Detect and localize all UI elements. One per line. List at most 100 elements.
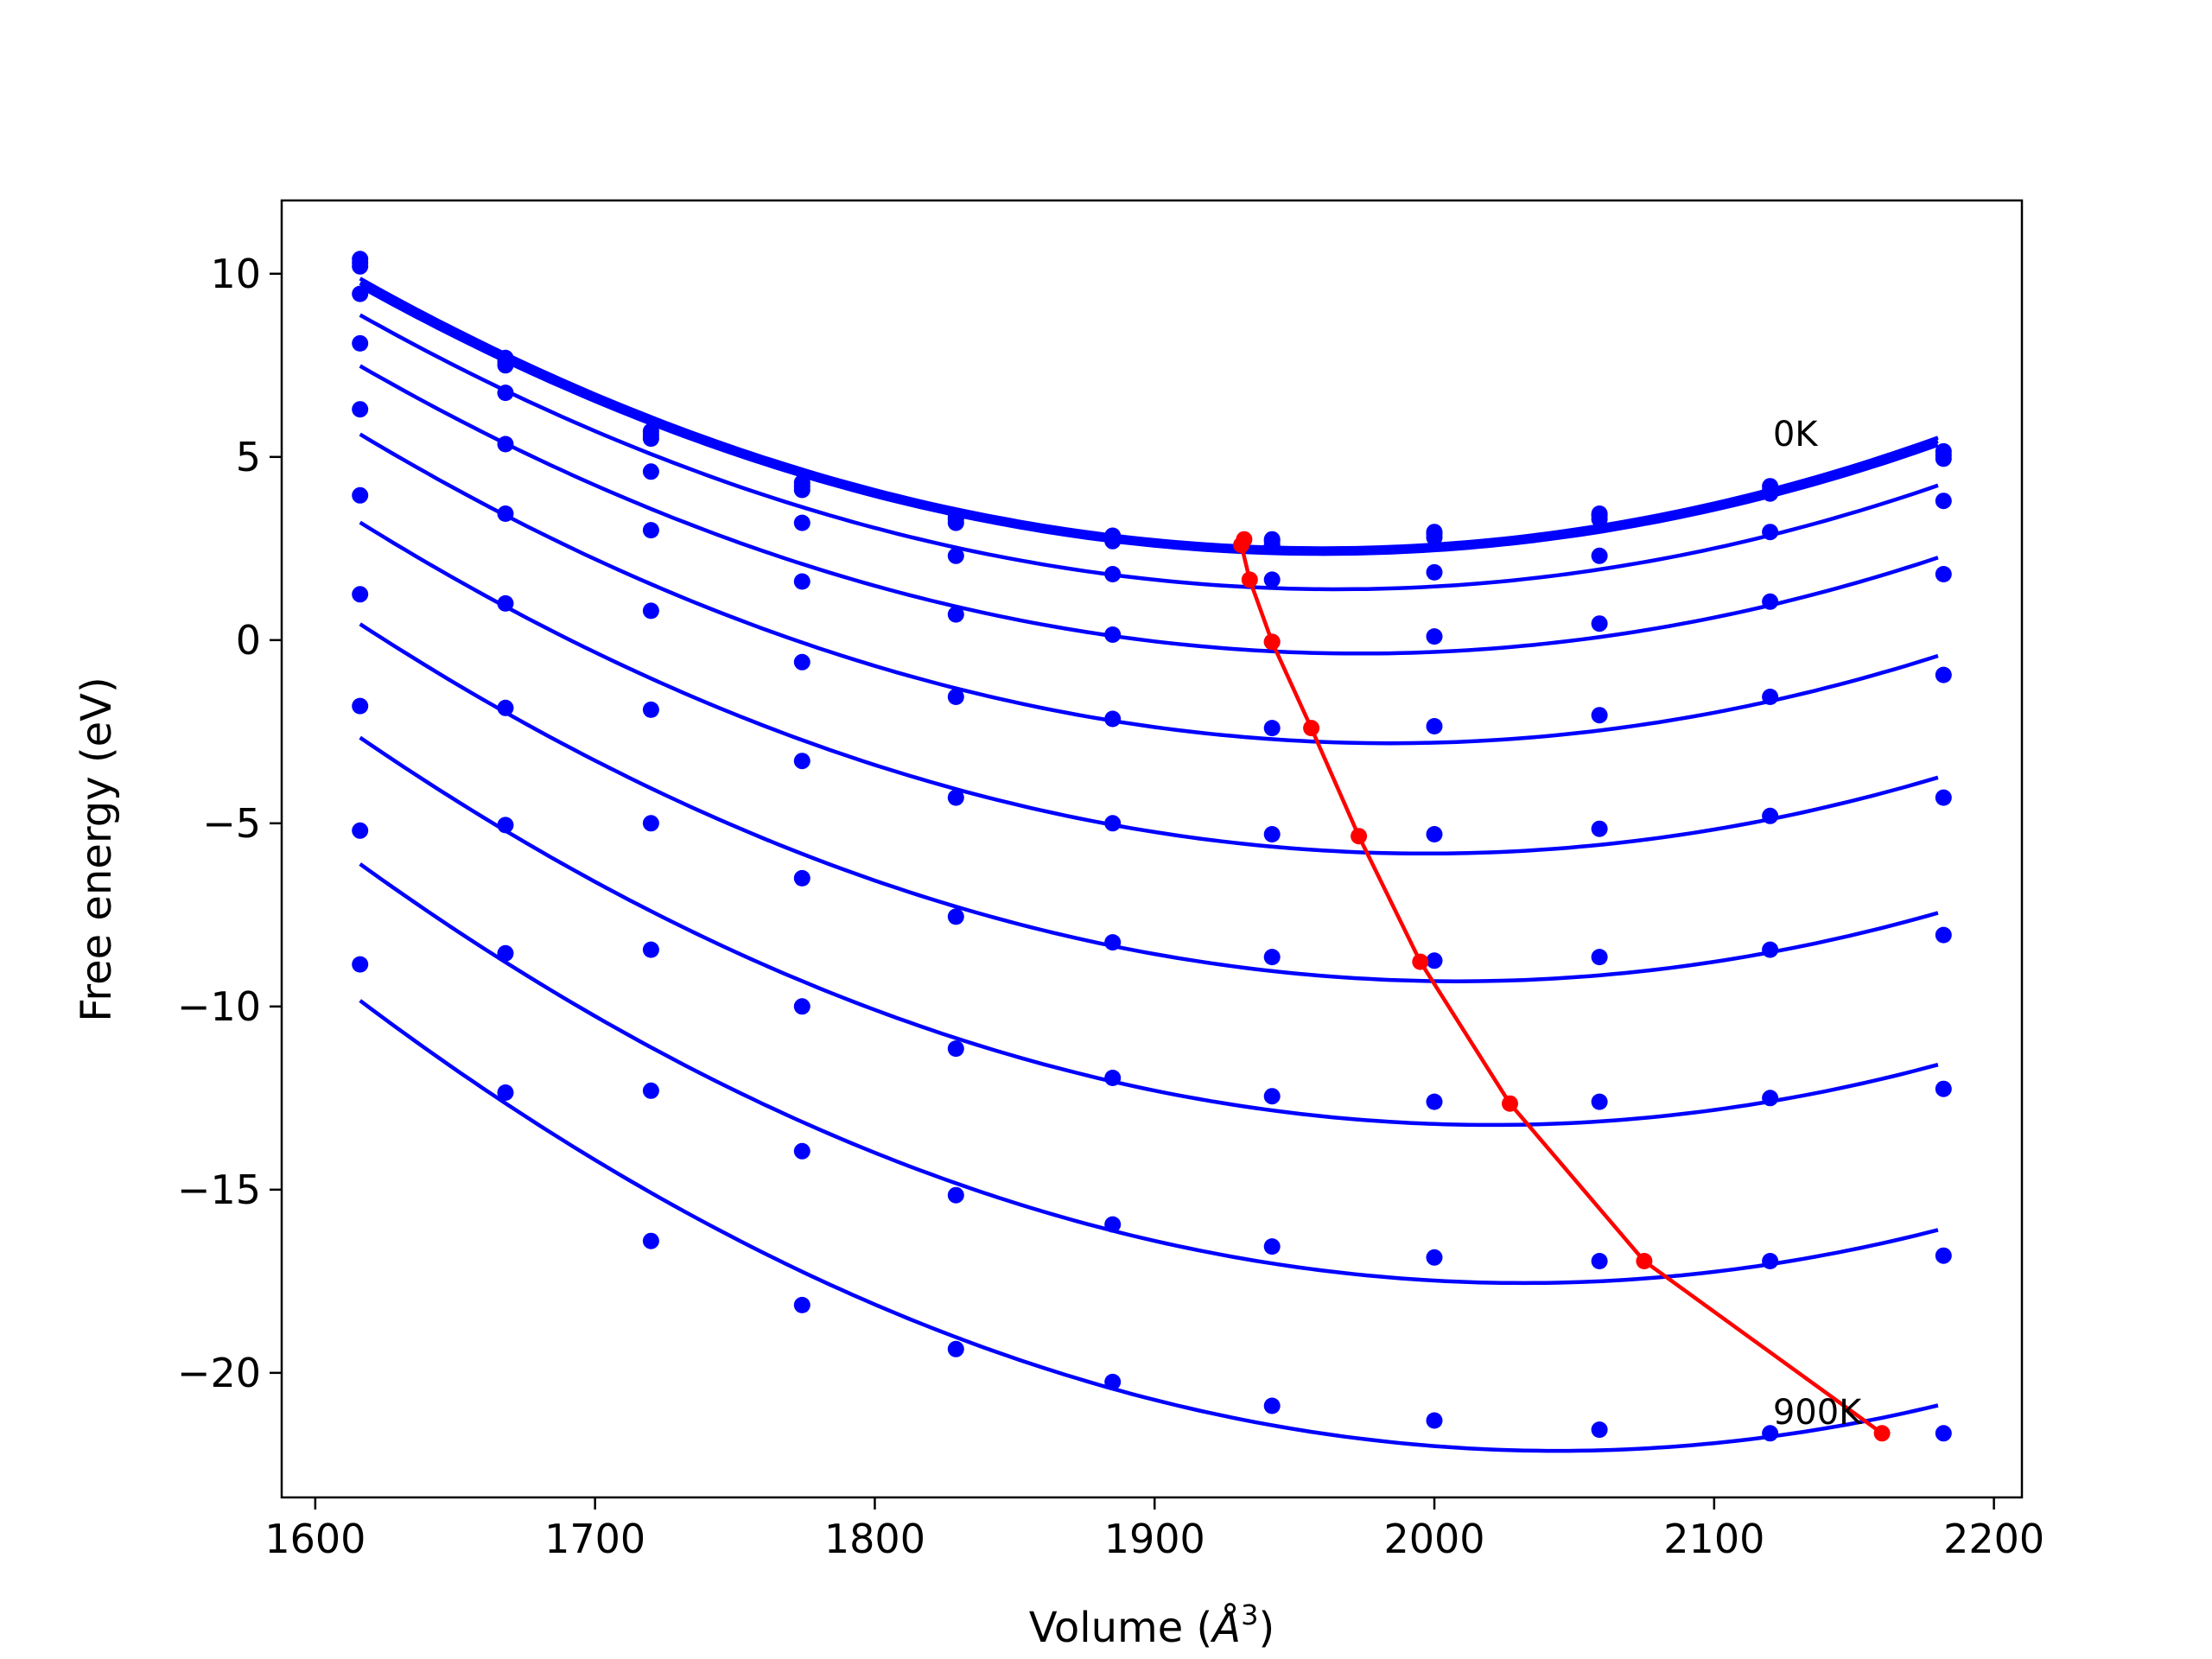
x-axis-label: Volume (Å3) — [1029, 1599, 1274, 1652]
data-point — [1263, 720, 1281, 737]
data-point — [1762, 807, 1779, 824]
data-point — [1104, 815, 1122, 832]
minimum-point — [1303, 720, 1320, 737]
data-point — [1935, 1247, 1952, 1264]
y-axis-label: Free energy (eV) — [73, 677, 121, 1021]
x-axis-label-text: Volume ( — [1029, 1604, 1213, 1652]
plot-frame — [280, 199, 2024, 1499]
data-point — [1762, 1253, 1779, 1269]
fit-curve-11 — [359, 999, 1939, 1453]
data-point — [793, 481, 810, 499]
data-point — [1426, 1093, 1443, 1110]
data-point — [1104, 1373, 1122, 1390]
data-point — [1426, 1412, 1443, 1429]
fit-curve-1 — [359, 276, 1939, 550]
y-axis-ticks: 10 5 0 −5 −10 −15 −20 — [177, 251, 282, 1396]
data-point — [1104, 626, 1122, 643]
data-point — [1263, 1397, 1281, 1414]
data-point — [352, 334, 369, 352]
minimum-point — [1351, 828, 1368, 845]
x-tick-label: 2000 — [1383, 1516, 1484, 1562]
data-point — [642, 1232, 659, 1249]
y-tick-label: 0 — [236, 617, 261, 664]
data-point — [352, 285, 369, 302]
data-point — [1104, 532, 1122, 550]
minimum-point — [1502, 1095, 1518, 1112]
x-axis-label-exponent: 3 — [1241, 1599, 1258, 1631]
data-point — [1762, 485, 1779, 502]
plot-area — [352, 251, 1952, 1453]
data-point — [793, 998, 810, 1015]
minimum-point — [1241, 571, 1258, 588]
data-point — [1762, 941, 1779, 958]
data-point — [1104, 1216, 1122, 1233]
fit-curve-7 — [359, 520, 1939, 856]
data-point — [1762, 524, 1779, 541]
data-point — [1263, 826, 1281, 842]
data-point — [352, 822, 369, 839]
data-point — [1935, 926, 1952, 944]
annotations: 0K 900K — [1773, 415, 1863, 1433]
data-point — [497, 385, 514, 402]
data-point — [1762, 593, 1779, 610]
data-point — [352, 257, 369, 275]
data-point — [642, 1082, 659, 1099]
data-point — [947, 689, 964, 705]
fit-curve-8 — [359, 622, 1939, 983]
data-point — [947, 908, 964, 925]
fit-curve-9 — [359, 735, 1939, 1128]
data-point — [1263, 1088, 1281, 1105]
data-point — [947, 606, 964, 623]
x-axis-label-symbol: Å — [1210, 1603, 1241, 1652]
temperature-annotation: 900K — [1773, 1393, 1863, 1433]
data-point — [1591, 547, 1608, 564]
x-axis-label-close: ) — [1258, 1604, 1274, 1652]
data-point — [642, 701, 659, 718]
data-point — [497, 699, 514, 716]
data-point — [1426, 529, 1443, 546]
data-point — [947, 514, 964, 531]
data-point — [1426, 563, 1443, 581]
fit-curve-2 — [359, 281, 1939, 553]
minimum-point — [1233, 537, 1250, 554]
data-point — [1935, 450, 1952, 467]
data-point — [497, 357, 514, 374]
minimum-point — [1636, 1253, 1653, 1269]
fit-curve-5 — [359, 364, 1939, 656]
data-point — [642, 941, 659, 958]
data-point — [793, 869, 810, 887]
data-point — [793, 573, 810, 590]
data-point — [1762, 689, 1779, 705]
data-point — [642, 463, 659, 480]
data-point — [793, 514, 810, 531]
x-tick-label: 1600 — [264, 1516, 365, 1562]
data-point — [947, 1040, 964, 1058]
fit-curve-4 — [359, 313, 1939, 592]
data-point — [1591, 949, 1608, 966]
data-point — [1591, 1421, 1608, 1439]
data-point — [642, 815, 659, 832]
data-point — [1426, 628, 1443, 645]
data-point — [1426, 1249, 1443, 1266]
minimum-free-energy-line — [1233, 531, 1891, 1442]
data-point — [1263, 571, 1281, 588]
data-point — [1426, 718, 1443, 734]
data-point — [352, 956, 369, 973]
y-tick-label: 5 — [236, 434, 261, 480]
data-point — [1426, 826, 1443, 842]
x-axis-ticks: 1600 1700 1800 1900 2000 2100 2200 — [264, 1497, 2044, 1562]
data-point — [1104, 710, 1122, 728]
data-point — [793, 753, 810, 770]
data-point — [1935, 789, 1952, 806]
data-point — [1591, 511, 1608, 528]
data-point — [352, 486, 369, 504]
data-point — [1762, 1090, 1779, 1107]
y-tick-label: −20 — [177, 1350, 261, 1396]
data-point — [497, 944, 514, 962]
temperature-annotation: 0K — [1773, 415, 1819, 454]
x-tick-label: 1900 — [1104, 1516, 1205, 1562]
data-point — [352, 401, 369, 418]
data-point — [1935, 493, 1952, 510]
